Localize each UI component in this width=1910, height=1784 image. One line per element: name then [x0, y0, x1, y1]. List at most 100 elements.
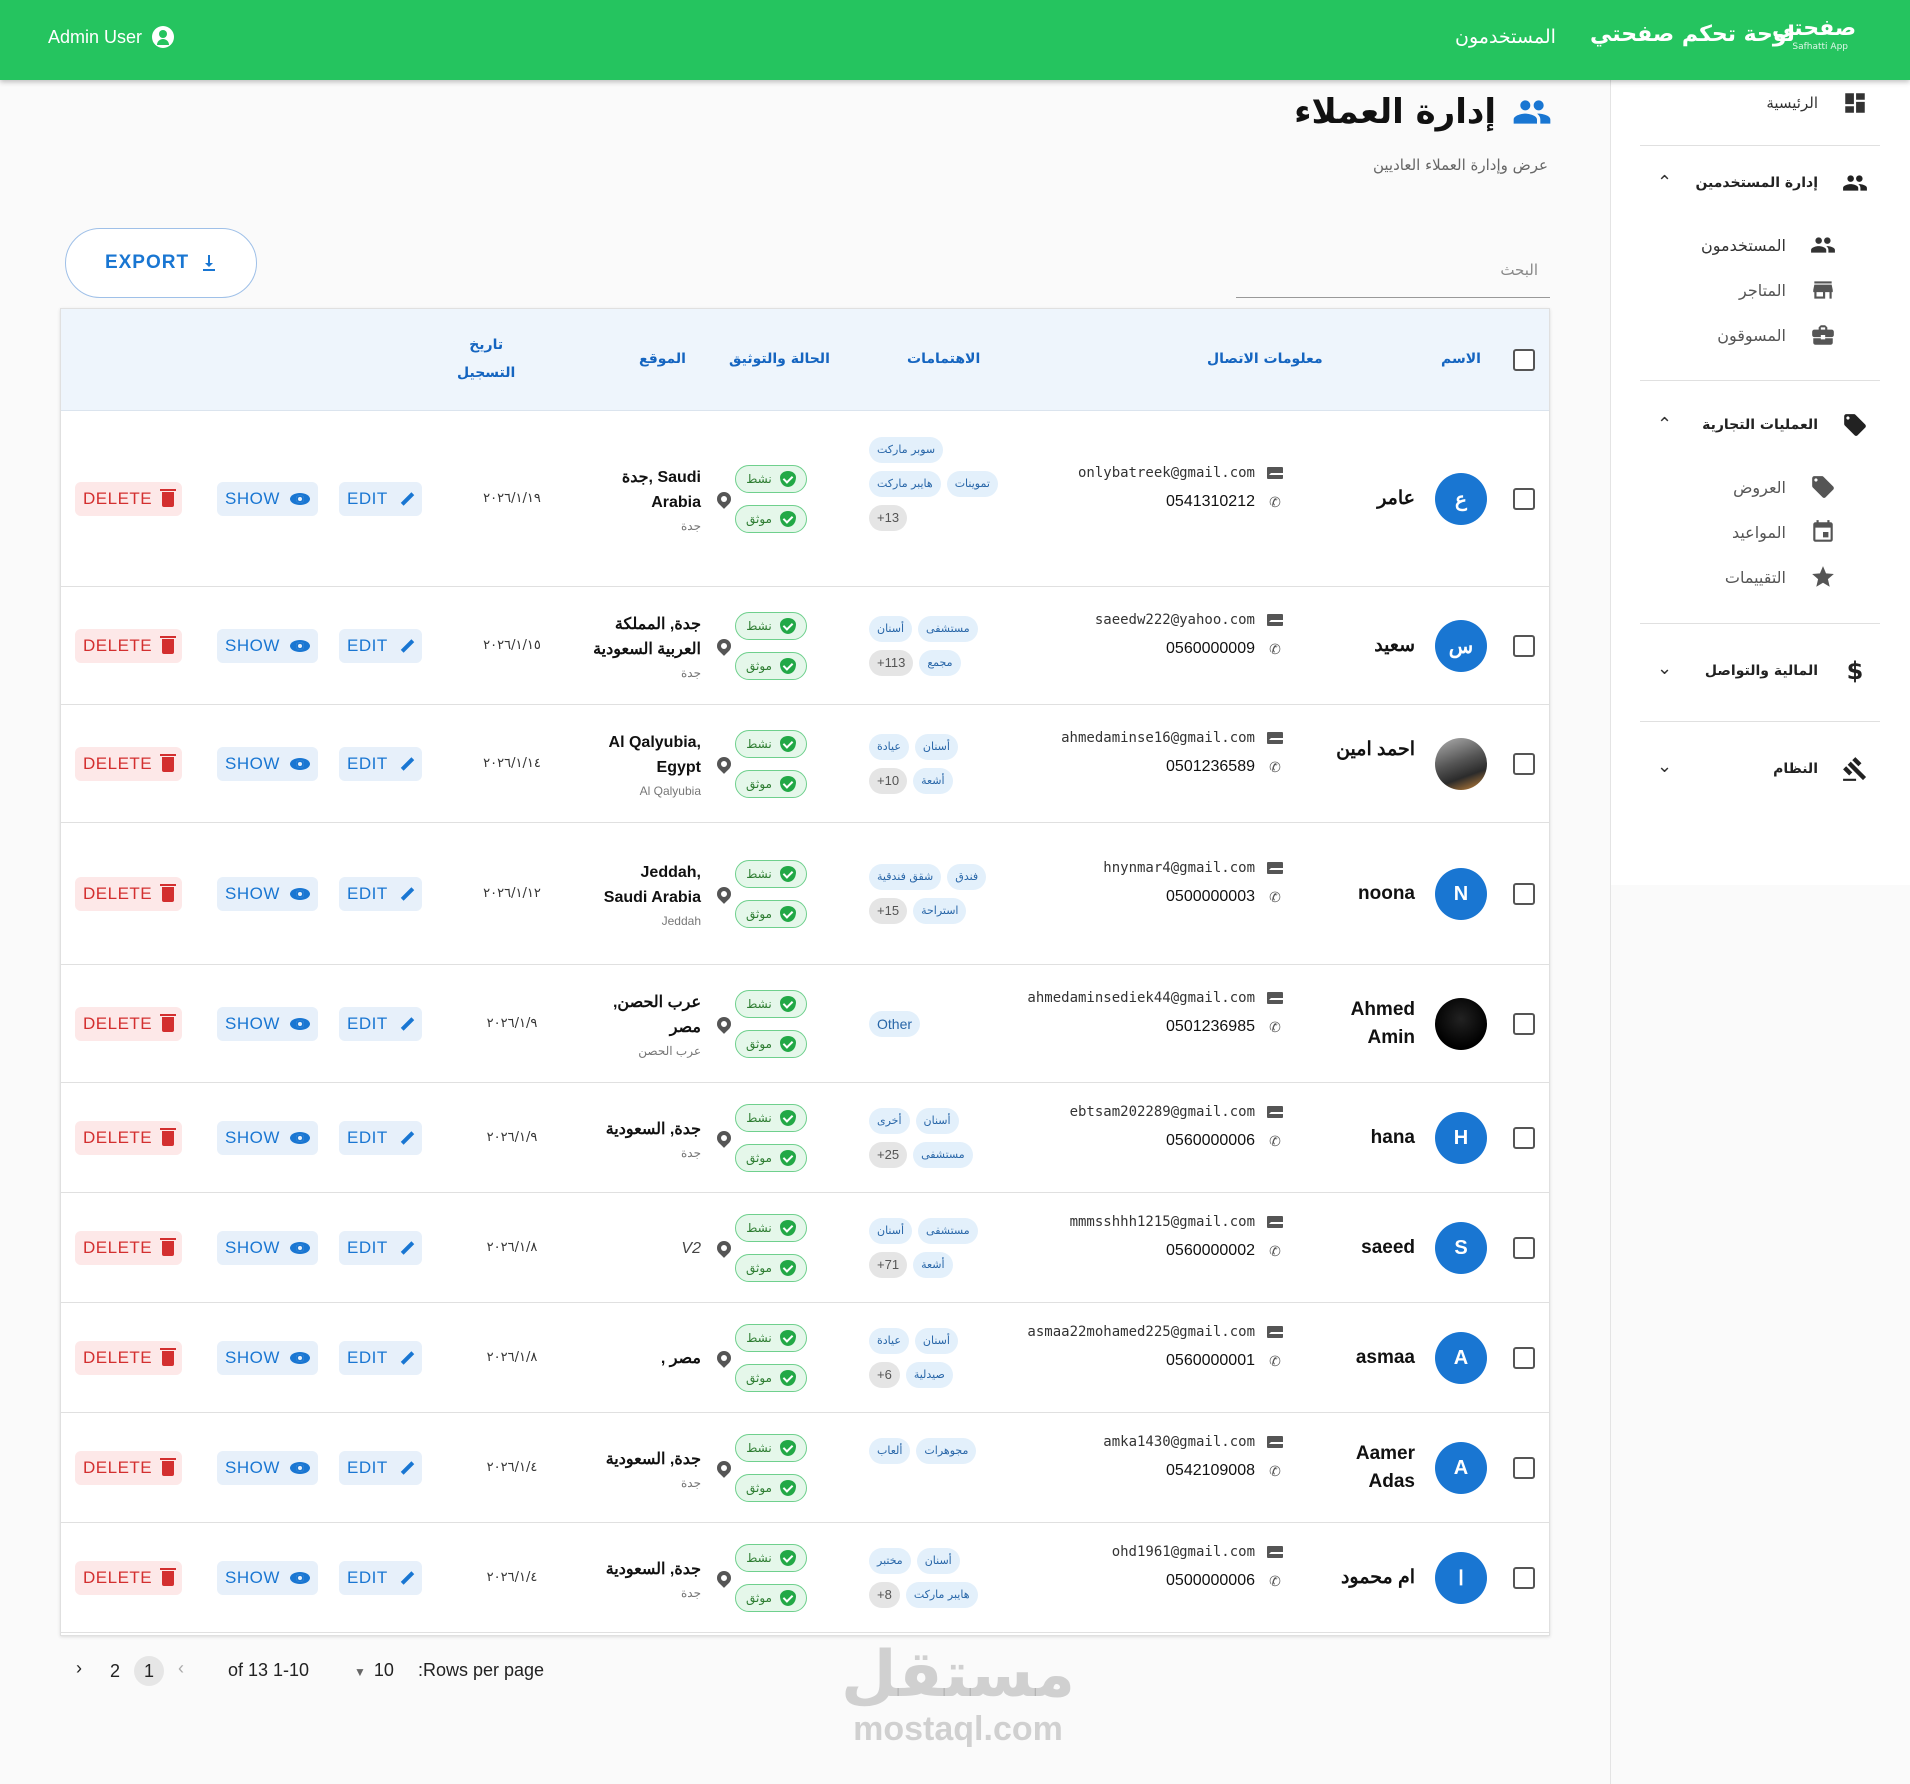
sidebar-group-finance[interactable]: $ المالية والتواصل — [1705, 658, 1868, 684]
chevron-up-icon[interactable]: ⌃ — [1657, 414, 1673, 435]
phone-text[interactable]: 0560000002 — [1166, 1242, 1255, 1259]
email-text[interactable]: asmaa22mohamed225@gmail.com — [1027, 1324, 1255, 1340]
phone-text[interactable]: 0542109008 — [1166, 1462, 1255, 1479]
email-text[interactable]: ebtsam202289@gmail.com — [1069, 1104, 1255, 1120]
more-interests-chip[interactable]: 113+ — [869, 650, 914, 676]
chevron-down-icon[interactable]: ⌄ — [1657, 658, 1673, 679]
column-contact[interactable]: معلومات الاتصال — [1207, 351, 1323, 367]
phone-text[interactable]: 0500000006 — [1166, 1572, 1255, 1589]
more-interests-chip[interactable]: 25+ — [869, 1142, 908, 1168]
sidebar-item-offers[interactable]: العروض — [1733, 474, 1836, 500]
edit-button[interactable]: EDIT — [339, 877, 422, 911]
delete-button[interactable]: DELETE — [75, 1231, 183, 1265]
delete-button[interactable]: DELETE — [75, 1451, 183, 1485]
sidebar-group-system[interactable]: النظام — [1773, 756, 1868, 782]
page-2-button[interactable]: 2 — [109, 1661, 120, 1681]
delete-button[interactable]: DELETE — [75, 747, 183, 781]
row-checkbox[interactable] — [1513, 883, 1535, 905]
column-interests[interactable]: الاهتمامات — [907, 351, 981, 367]
show-button[interactable]: SHOW — [217, 877, 318, 911]
edit-button[interactable]: EDIT — [339, 1231, 422, 1265]
edit-button[interactable]: EDIT — [339, 1341, 422, 1375]
phone-text[interactable]: 0541310212 — [1166, 493, 1255, 510]
show-button[interactable]: SHOW — [217, 1121, 318, 1155]
sidebar-item-marketers[interactable]: المسوقون — [1717, 322, 1836, 348]
chevron-down-icon[interactable]: ⌄ — [1657, 756, 1673, 777]
delete-button[interactable]: DELETE — [75, 1007, 183, 1041]
row-checkbox[interactable] — [1513, 1237, 1535, 1259]
row-checkbox[interactable] — [1513, 1457, 1535, 1479]
more-interests-chip[interactable]: 13+ — [869, 505, 908, 531]
show-button[interactable]: SHOW — [217, 1341, 318, 1375]
row-checkbox[interactable] — [1513, 1013, 1535, 1035]
delete-button[interactable]: DELETE — [75, 1121, 183, 1155]
more-interests-chip[interactable]: 71+ — [869, 1252, 908, 1278]
page-1-button[interactable]: 1 — [134, 1656, 164, 1686]
sidebar-item-home[interactable]: الرئيسية — [1766, 90, 1868, 116]
phone-text[interactable]: 0560000001 — [1166, 1352, 1255, 1369]
search-input[interactable] — [1236, 250, 1550, 290]
prev-page-icon[interactable]: ‹ — [178, 1658, 184, 1678]
edit-button[interactable]: EDIT — [339, 1007, 422, 1041]
row-checkbox[interactable] — [1513, 1347, 1535, 1369]
row-checkbox[interactable] — [1513, 1567, 1535, 1589]
row-checkbox[interactable] — [1513, 753, 1535, 775]
search-field[interactable] — [1236, 250, 1550, 298]
select-all-checkbox[interactable] — [1513, 349, 1535, 371]
edit-button[interactable]: EDIT — [339, 747, 422, 781]
delete-button[interactable]: DELETE — [75, 482, 183, 516]
column-status[interactable]: الحالة والتوثيق — [729, 351, 830, 367]
edit-button[interactable]: EDIT — [339, 1451, 422, 1485]
show-button[interactable]: SHOW — [217, 482, 318, 516]
column-name[interactable]: الاسم — [1441, 351, 1481, 367]
show-button[interactable]: SHOW — [217, 629, 318, 663]
phone-text[interactable]: 0501236589 — [1166, 758, 1255, 775]
column-date[interactable]: تاريخ التسجيل — [457, 331, 515, 387]
more-interests-chip[interactable]: 8+ — [869, 1582, 900, 1608]
delete-button[interactable]: DELETE — [75, 1561, 183, 1595]
email-text[interactable]: amka1430@gmail.com — [1103, 1434, 1255, 1450]
edit-button[interactable]: EDIT — [339, 629, 422, 663]
show-button[interactable]: SHOW — [217, 747, 318, 781]
edit-button[interactable]: EDIT — [339, 1121, 422, 1155]
email-text[interactable]: saeedw222@yahoo.com — [1094, 612, 1255, 628]
nav-users-link[interactable]: المستخدمون — [1455, 26, 1556, 48]
edit-button[interactable]: EDIT — [339, 1561, 422, 1595]
phone-text[interactable]: 0560000006 — [1166, 1132, 1255, 1149]
row-checkbox[interactable] — [1513, 488, 1535, 510]
delete-button[interactable]: DELETE — [75, 877, 183, 911]
sidebar-item-ratings[interactable]: التقييمات — [1725, 564, 1836, 590]
rows-per-page-select[interactable]: ▼ 10 — [354, 1660, 394, 1681]
next-page-icon[interactable]: › — [76, 1658, 82, 1678]
row-checkbox[interactable] — [1513, 635, 1535, 657]
delete-button[interactable]: DELETE — [75, 629, 183, 663]
delete-button[interactable]: DELETE — [75, 1341, 183, 1375]
phone-text[interactable]: 0501236985 — [1166, 1018, 1255, 1035]
email-text[interactable]: hnynmar4@gmail.com — [1103, 860, 1255, 876]
email-text[interactable]: ahmedaminsediek44@gmail.com — [1027, 990, 1255, 1006]
sidebar-item-stores[interactable]: المتاجر — [1739, 277, 1836, 303]
chevron-up-icon[interactable]: ⌃ — [1657, 172, 1673, 193]
edit-button[interactable]: EDIT — [339, 482, 422, 516]
more-interests-chip[interactable]: 10+ — [869, 768, 908, 794]
show-button[interactable]: SHOW — [217, 1007, 318, 1041]
sidebar-item-users[interactable]: المستخدمون — [1701, 232, 1836, 258]
row-checkbox[interactable] — [1513, 1127, 1535, 1149]
export-button[interactable]: EXPORT — [65, 228, 257, 298]
column-location[interactable]: الموقع — [639, 351, 686, 367]
more-interests-chip[interactable]: 15+ — [869, 898, 908, 924]
app-logo[interactable]: صفحتي Safhatti App — [1772, 16, 1856, 60]
email-text[interactable]: mmmsshhh1215@gmail.com — [1069, 1214, 1255, 1230]
show-button[interactable]: SHOW — [217, 1231, 318, 1265]
phone-text[interactable]: 0560000009 — [1166, 640, 1255, 657]
email-text[interactable]: ohd1961@gmail.com — [1111, 1544, 1255, 1560]
user-menu[interactable]: Admin User — [48, 26, 175, 48]
show-button[interactable]: SHOW — [217, 1561, 318, 1595]
email-text[interactable]: ahmedaminse16@gmail.com — [1061, 730, 1255, 746]
sidebar-item-appointments[interactable]: المواعيد — [1732, 519, 1836, 545]
sidebar-group-users[interactable]: إدارة المستخدمين — [1695, 170, 1868, 196]
more-interests-chip[interactable]: 6+ — [869, 1362, 900, 1388]
phone-text[interactable]: 0500000003 — [1166, 888, 1255, 905]
email-text[interactable]: onlybatreek@gmail.com — [1077, 465, 1255, 481]
sidebar-group-business[interactable]: العمليات التجارية — [1702, 412, 1868, 438]
